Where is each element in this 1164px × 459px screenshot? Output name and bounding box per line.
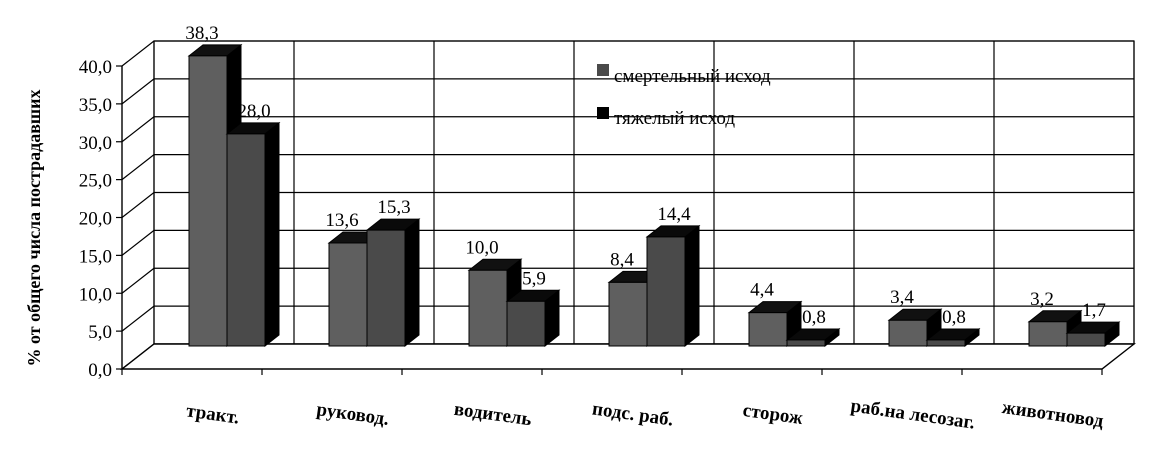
side-gridline: [121, 305, 155, 332]
bar-front: [468, 269, 508, 347]
category-label-1: руковод.: [315, 399, 390, 430]
data-label-severe-3: 14,4: [657, 204, 691, 225]
category-label-5: раб.на лесозаг.: [849, 395, 976, 433]
labels: 0,0 5,0 10,0 15,0 20,0 25,0 30,0 35,0 40,0 38,3 28…: [79, 23, 1106, 434]
y-tick-label: 10,0: [79, 284, 112, 305]
side-gridline: [121, 78, 155, 105]
data-label-fatal-3: 8,4: [610, 249, 634, 270]
data-label-fatal-6: 3,2: [1030, 289, 1054, 310]
bar-severe-1: [365, 218, 421, 348]
bar-side: [264, 121, 280, 348]
category-label-6: животновод: [1001, 397, 1105, 432]
data-label-fatal-1: 13,6: [325, 210, 358, 231]
category-label-3: подс. раб.: [591, 398, 675, 430]
bar-severe-4: [785, 327, 841, 348]
bar-side: [684, 224, 700, 348]
y-tick-label: 20,0: [79, 209, 112, 230]
bar-side: [404, 218, 420, 348]
y-tick-label: 15,0: [79, 246, 112, 267]
bar-severe-3: [645, 224, 701, 348]
side-gridline: [121, 229, 155, 256]
side-gridline: [121, 116, 155, 143]
bar-front: [506, 300, 546, 347]
y-tick-label: 0,0: [88, 360, 112, 381]
data-label-severe-5: 0,8: [942, 307, 966, 328]
bar-front: [786, 339, 826, 347]
bar-severe-6: [1065, 321, 1121, 348]
legend-label-fatal: смертельный исход: [614, 66, 771, 87]
bar-fatal-4: [747, 300, 803, 348]
bar-front: [226, 133, 266, 347]
bar-front: [1066, 332, 1106, 347]
bar-severe-2: [505, 289, 561, 348]
data-label-fatal-5: 3,4: [890, 287, 914, 308]
data-label-severe-1: 15,3: [377, 197, 410, 218]
category-label-0: тракт.: [185, 400, 241, 428]
legend-label-severe: тяжелый исход: [614, 108, 735, 129]
legend: смертельный исход тяжелый исход: [597, 64, 771, 129]
bar-front: [1028, 321, 1068, 347]
y-tick-label: 35,0: [79, 95, 112, 116]
data-label-fatal-4: 4,4: [750, 280, 774, 301]
category-label-2: водитель: [453, 399, 533, 431]
y-tick-label: 40,0: [79, 57, 112, 78]
bars: [187, 43, 1121, 348]
bar-front: [328, 242, 368, 347]
side-gridline: [121, 154, 155, 181]
side-gridline: [121, 40, 155, 67]
y-tick-label: 25,0: [79, 171, 112, 192]
legend-swatch-fatal: [597, 64, 609, 76]
data-label-fatal-2: 10,0: [465, 237, 498, 258]
side-gridline: [121, 192, 155, 218]
category-label-4: сторож: [741, 400, 804, 429]
data-label-severe-6: 1,7: [1082, 300, 1106, 321]
bar-severe-0: [225, 121, 281, 348]
bar-front: [608, 281, 648, 347]
data-label-fatal-0: 38,3: [185, 23, 218, 44]
bar-severe-5: [925, 327, 981, 348]
data-label-severe-2: 5,9: [522, 268, 546, 289]
plot-floor: [119, 343, 1137, 370]
bar-front: [366, 229, 406, 347]
data-label-severe-0: 28,0: [237, 101, 270, 122]
y-tick-label: 30,0: [79, 133, 112, 154]
bar-front: [888, 319, 928, 347]
y-axis-title: % от общего числа пострадавших: [24, 90, 44, 367]
bar-front: [646, 236, 686, 347]
bar-front: [926, 339, 966, 347]
data-label-severe-4: 0,8: [802, 307, 826, 328]
bar-front: [748, 312, 788, 347]
bar-front: [188, 55, 228, 347]
legend-swatch-severe: [597, 107, 609, 119]
side-gridline: [121, 267, 155, 294]
y-tick-label: 5,0: [88, 322, 112, 343]
